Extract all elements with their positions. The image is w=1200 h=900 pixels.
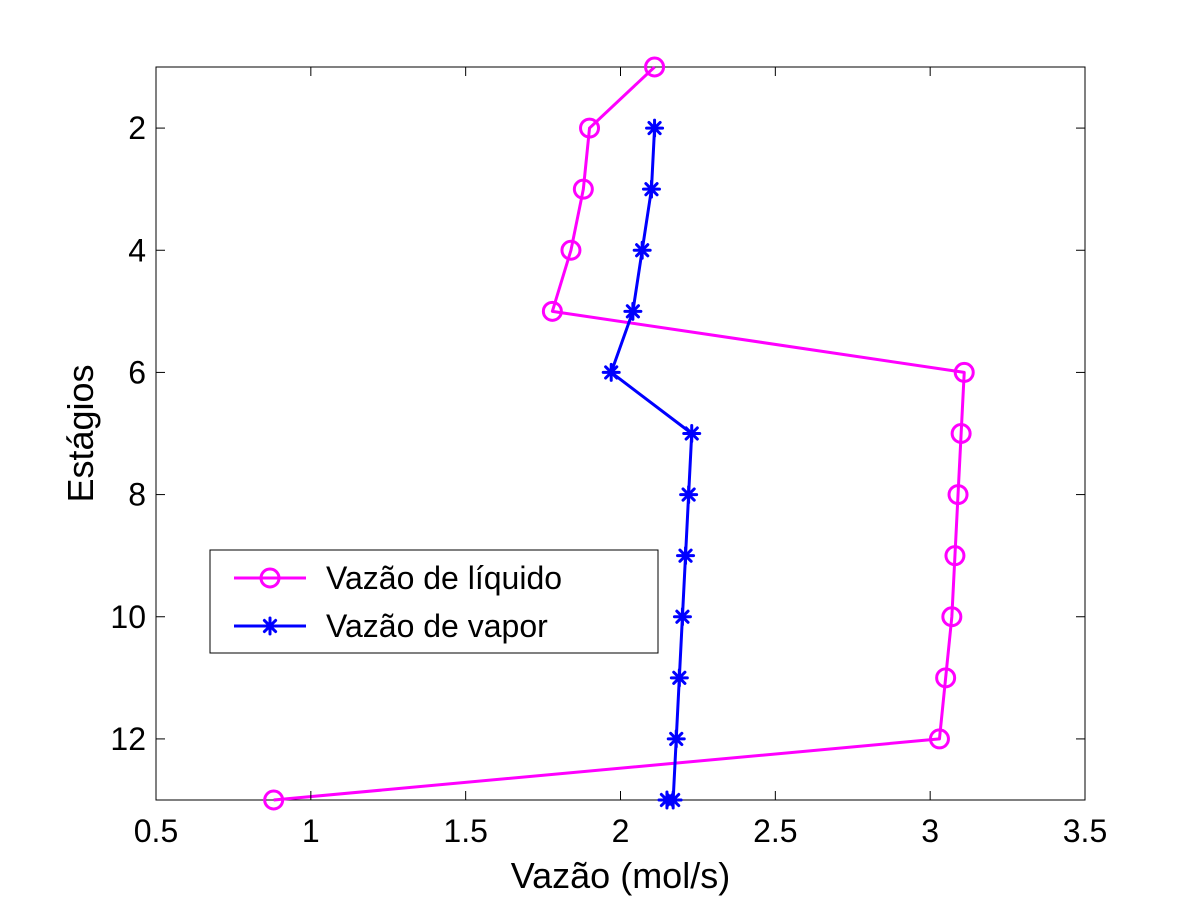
x-tick-label: 3: [921, 813, 939, 849]
y-tick-label: 2: [128, 110, 146, 146]
data-point: [953, 361, 975, 383]
legend-entry-label: Vazão de líquido: [326, 560, 562, 596]
x-tick-label: 1: [302, 813, 320, 849]
data-point: [669, 668, 689, 688]
data-point: [679, 485, 699, 505]
y-tick-label: 4: [128, 232, 146, 268]
data-point: [263, 789, 285, 811]
x-axis-title: Vazão (mol/s): [511, 855, 730, 896]
y-tick-label: 12: [110, 721, 146, 757]
series-1: [263, 56, 975, 811]
data-point: [632, 240, 652, 260]
y-tick-label: 8: [128, 477, 146, 513]
data-point: [644, 56, 666, 78]
data-point: [666, 729, 686, 749]
legend-entry-label: Vazão de vapor: [326, 608, 548, 644]
y-tick-label: 6: [128, 354, 146, 390]
legend-box: [209, 549, 659, 654]
data-point: [941, 606, 963, 628]
data-point: [641, 179, 661, 199]
series-2: [601, 118, 702, 810]
x-tick-label: 2: [612, 813, 630, 849]
x-tick-label: 1.5: [443, 813, 487, 849]
legend: Vazão de líquido Vazão de vapor: [209, 549, 659, 654]
legend-swatch-marker: [259, 567, 281, 589]
series-line: [273, 65, 966, 802]
data-point: [672, 607, 692, 627]
x-tick-label: 3.5: [1063, 813, 1107, 849]
x-tick-label: 0.5: [134, 813, 178, 849]
data-point: [947, 484, 969, 506]
y-tick-label: 10: [110, 599, 146, 635]
data-point: [601, 362, 621, 382]
plot-area-frame: [155, 66, 1086, 801]
data-point: [944, 545, 966, 567]
data-point: [935, 667, 957, 689]
data-point: [623, 301, 643, 321]
data-point: [541, 300, 563, 322]
data-point: [657, 790, 677, 810]
data-point: [676, 546, 696, 566]
data-point: [560, 239, 582, 261]
data-point: [572, 178, 594, 200]
data-point: [682, 424, 702, 443]
y-axis-title: Estágios: [60, 364, 101, 502]
data-point: [928, 728, 950, 750]
x-tick-label: 2.5: [753, 813, 797, 849]
data-point: [645, 118, 665, 138]
data-point: [579, 117, 601, 139]
data-point: [950, 423, 972, 444]
legend-swatch-marker: [260, 616, 280, 636]
